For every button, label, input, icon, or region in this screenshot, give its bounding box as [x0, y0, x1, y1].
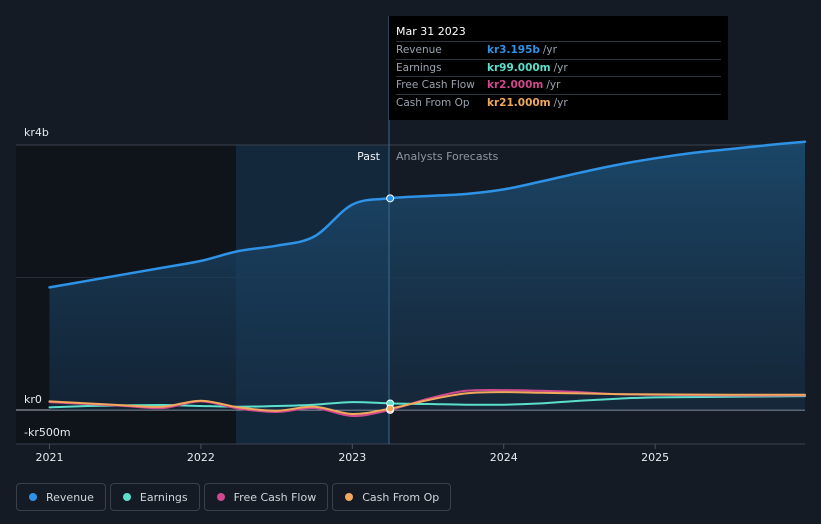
tooltip-label: Earnings [396, 61, 442, 74]
y-label-zero: kr0 [24, 393, 42, 406]
tooltip-value: kr3.195b [487, 44, 540, 57]
tooltip-label: Revenue [396, 44, 442, 57]
marker-revenue [386, 194, 395, 203]
tooltip-unit: /yr [546, 79, 561, 92]
x-tick-label: 2024 [490, 451, 518, 464]
tooltip-unit: /yr [542, 44, 557, 57]
y-label-min: -kr500m [24, 426, 71, 439]
legend-dot-icon [122, 493, 131, 501]
legend-label: Cash From Op [362, 490, 440, 504]
legend-dot-icon [345, 493, 354, 501]
tooltip-row-revenue: Revenue kr3.195b /yr [396, 41, 721, 59]
tooltip-label: Free Cash Flow [396, 79, 475, 92]
x-tick-label: 2025 [641, 451, 669, 464]
legend-item-revenue[interactable]: Revenue [16, 483, 106, 511]
tooltip: Mar 31 2023 Revenue kr3.195b /yr Earning… [389, 16, 728, 120]
x-tick-label: 2023 [338, 451, 366, 464]
x-tick-label: 2021 [36, 451, 64, 464]
legend-label: Earnings [139, 490, 188, 504]
legend-item-free-cash-flow[interactable]: Free Cash Flow [203, 483, 329, 511]
tooltip-value: kr21.000m [487, 96, 551, 109]
y-label-max: kr4b [24, 126, 49, 139]
tooltip-value: kr99.000m [487, 61, 551, 74]
tooltip-row-cfo: Cash From Op kr21.000m /yr [396, 93, 721, 112]
legend: Revenue Earnings Free Cash Flow Cash Fro… [16, 483, 452, 511]
x-ticks-layer: 2021 2022 2023 2024 2025 [36, 444, 669, 464]
tooltip-unit: /yr [553, 96, 568, 109]
legend-item-cash-from-op[interactable]: Cash From Op [332, 483, 452, 511]
tooltip-label: Cash From Op [396, 96, 470, 109]
x-tick-label: 2022 [187, 451, 215, 464]
tooltip-row-fcf: Free Cash Flow kr2.000m /yr [396, 76, 721, 94]
legend-dot-icon [29, 493, 37, 501]
legend-dot-icon [216, 493, 225, 501]
markers-layer [386, 194, 395, 414]
marker-cfo [386, 404, 395, 413]
tooltip-row-earnings: Earnings kr99.000m /yr [396, 58, 721, 77]
tooltip-unit: /yr [553, 61, 568, 74]
tooltip-value: kr2.000m [487, 79, 544, 92]
legend-item-earnings[interactable]: Earnings [109, 483, 200, 511]
revenue-area [49, 141, 805, 410]
forecast-label: Analysts Forecasts [396, 150, 499, 163]
series-line-revenue [48, 140, 807, 289]
past-label: Past [357, 150, 381, 163]
tooltip-date: Mar 31 2023 [396, 25, 466, 38]
legend-label: Revenue [46, 490, 94, 504]
legend-label: Free Cash Flow [233, 490, 317, 504]
